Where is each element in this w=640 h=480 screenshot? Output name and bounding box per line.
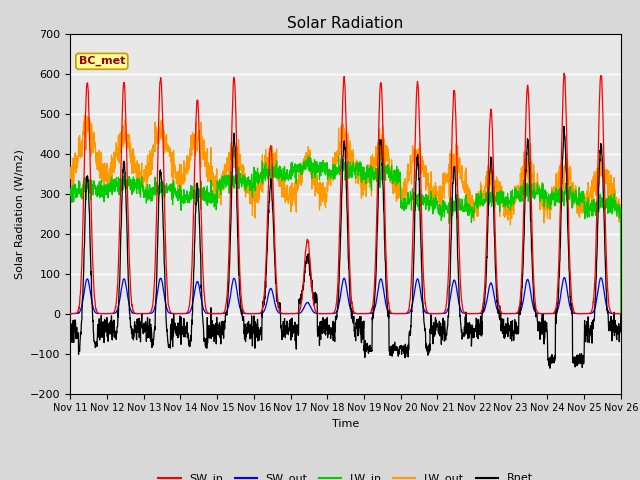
Text: BC_met: BC_met bbox=[79, 56, 125, 66]
Title: Solar Radiation: Solar Radiation bbox=[287, 16, 404, 31]
X-axis label: Time: Time bbox=[332, 419, 359, 429]
Y-axis label: Solar Radiation (W/m2): Solar Radiation (W/m2) bbox=[15, 149, 24, 278]
Legend: SW_in, SW_out, LW_in, LW_out, Rnet: SW_in, SW_out, LW_in, LW_out, Rnet bbox=[154, 469, 537, 480]
